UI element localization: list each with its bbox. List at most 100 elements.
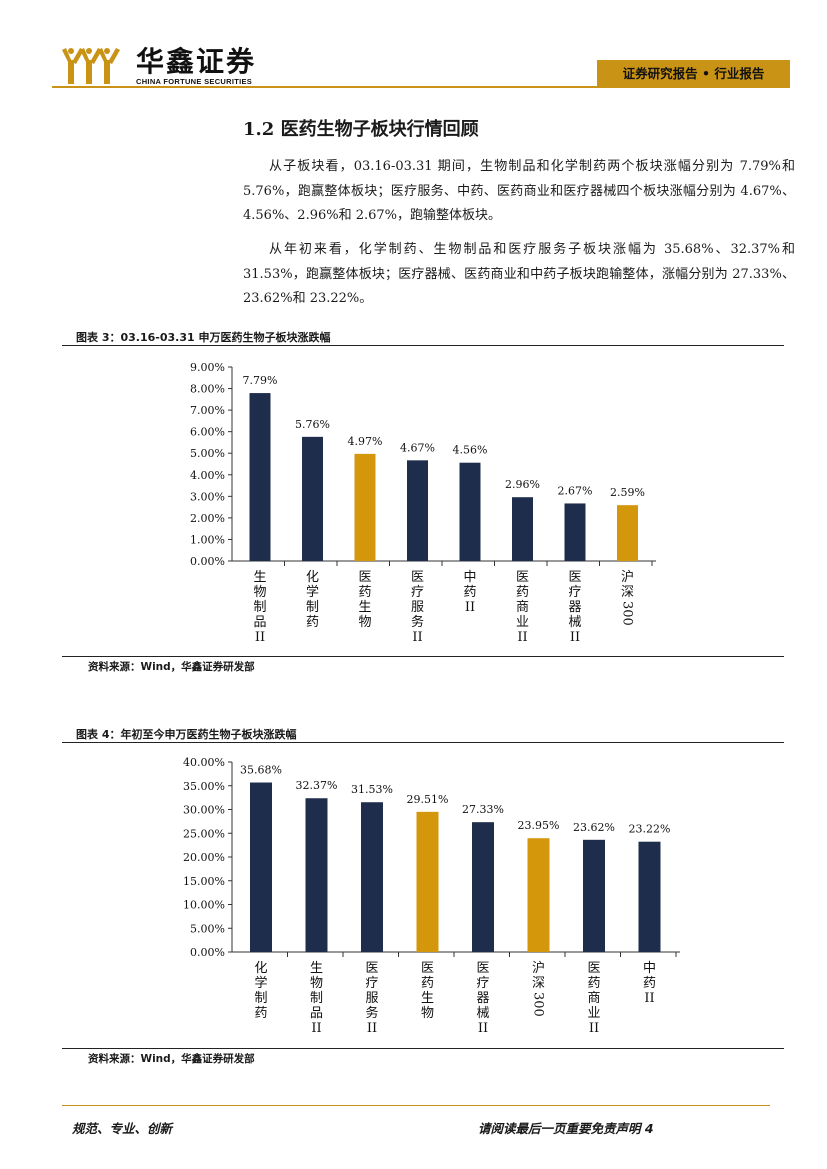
x-category-label-part: 医 (516, 570, 529, 585)
bar (512, 497, 533, 561)
x-category-label-part: 药 (306, 615, 319, 630)
y-tick-label: 35.00% (183, 780, 225, 793)
x-category-label-part: 沪 (621, 569, 634, 585)
x-category-label-part: 医 (358, 570, 371, 585)
y-tick-label: 25.00% (183, 827, 225, 840)
x-category-label-part: 300 (531, 992, 546, 1017)
report-type-tag: 证券研究报告 • 行业报告 (597, 60, 790, 87)
bar (249, 393, 271, 561)
data-label: 27.33% (462, 803, 504, 816)
x-category-label-part: 疗 (365, 976, 378, 991)
x-category-label-part: 沪 (532, 960, 545, 976)
x-category-label: 医药生物 (358, 570, 371, 630)
y-tick-label: 7.00% (190, 404, 225, 417)
logo-subtitle: CHINA FORTUNE SECURITIES (136, 77, 253, 86)
x-category-label-part: 物 (358, 615, 371, 630)
figure-3-title: 图表 3：03.16-03.31 申万医药生物子板块涨跌幅 (76, 331, 331, 344)
data-label: 4.97% (348, 435, 383, 448)
footer-disclaimer: 请阅读最后一页重要免责声明 4 (478, 1121, 654, 1136)
x-category-label-part: 药 (358, 585, 371, 600)
paragraph-1: 从子板块看，03.16-03.31 期间，生物制品和化学制药两个板块涨幅分别为 … (243, 159, 795, 223)
bar (583, 839, 605, 952)
x-category-label-part: 药 (463, 585, 476, 600)
data-label: 23.95% (518, 819, 560, 832)
y-tick-label: 8.00% (190, 383, 225, 396)
x-category-label: 化学制药 (306, 570, 319, 630)
figure-4-bottom-rule (62, 1048, 784, 1049)
x-category-label-part: 医 (476, 961, 489, 976)
x-category-label-part: 中 (463, 570, 476, 585)
figure-4-source: 资料来源：Wind，华鑫证券研发部 (88, 1053, 255, 1065)
x-category-label-part: II (311, 1021, 321, 1036)
x-category-label-part: 深 (621, 585, 634, 600)
figure-4-top-rule (62, 742, 784, 743)
y-tick-label: 20.00% (183, 851, 225, 864)
data-label: 4.56% (453, 444, 488, 457)
x-category-label-part: 医 (587, 961, 600, 976)
x-category-label-part: 制 (310, 991, 323, 1006)
x-category-label-part: 器 (568, 600, 581, 615)
x-category-label-part: 生 (310, 961, 323, 976)
x-category-label-part: 药 (254, 1006, 267, 1021)
data-label: 35.68% (240, 764, 282, 777)
x-category-label-part: 疗 (568, 585, 581, 600)
bar (250, 782, 272, 952)
x-category-label-part: 化 (306, 570, 319, 585)
x-category-label-part: 制 (254, 991, 267, 1006)
data-label: 31.53% (351, 783, 393, 796)
x-category-label-part: 商 (516, 600, 529, 615)
y-tick-label: 15.00% (183, 875, 225, 888)
data-label: 2.67% (558, 484, 593, 497)
y-tick-label: 5.00% (190, 922, 225, 935)
y-tick-label: 6.00% (190, 426, 225, 439)
x-category-label-part: 300 (620, 601, 635, 626)
x-category-label: 医药生物 (421, 961, 434, 1021)
figure-3-top-rule (62, 345, 784, 346)
logo-icon (62, 48, 120, 84)
bar (361, 802, 383, 952)
x-category-label-part: 物 (310, 976, 323, 991)
x-category-label-part: 制 (253, 600, 266, 615)
x-category-label-part: 物 (253, 585, 266, 600)
section-title: 1.2 医药生物子板块行情回顾 (243, 119, 479, 140)
x-category-label-part: 制 (306, 600, 319, 615)
data-label: 7.79% (243, 374, 278, 387)
x-category-label-part: 药 (421, 976, 434, 991)
x-category-label-part: 生 (421, 991, 434, 1006)
x-category-label-part: II (412, 630, 422, 645)
y-tick-label: 2.00% (190, 512, 225, 525)
y-tick-label: 5.00% (190, 447, 225, 460)
x-category-label-part: 械 (476, 1006, 489, 1021)
bar (617, 505, 638, 561)
y-tick-label: 4.00% (190, 469, 225, 482)
x-category-label-part: 化 (254, 961, 267, 976)
x-category-label-part: 中 (643, 961, 656, 976)
x-category-label-part: II (644, 991, 654, 1006)
data-label: 23.22% (629, 823, 671, 836)
footer-slogan: 规范、专业、创新 (72, 1121, 173, 1136)
x-category-label-part: 械 (568, 615, 581, 630)
x-category-label-part: 品 (253, 615, 266, 630)
figure-3-bottom-rule (62, 656, 784, 657)
bar (472, 822, 494, 952)
figure-4-chart: 0.00% 5.00% 10.00% 15.00% 20.00% 25.00% 30.00%… (183, 756, 680, 1036)
bar (527, 838, 550, 952)
bar (459, 462, 481, 561)
x-category-label-part: 生 (253, 570, 266, 585)
x-category-label-part: 医 (411, 570, 424, 585)
x-category-label-part: 学 (306, 584, 319, 600)
data-label: 5.76% (295, 418, 330, 431)
data-label: 29.51% (407, 793, 449, 806)
x-category-label-part: II (589, 1021, 599, 1036)
y-tick-label: 0.00% (190, 946, 225, 959)
x-category-label-part: 药 (516, 585, 529, 600)
y-tick-label: 10.00% (183, 899, 225, 912)
bar (407, 460, 428, 561)
